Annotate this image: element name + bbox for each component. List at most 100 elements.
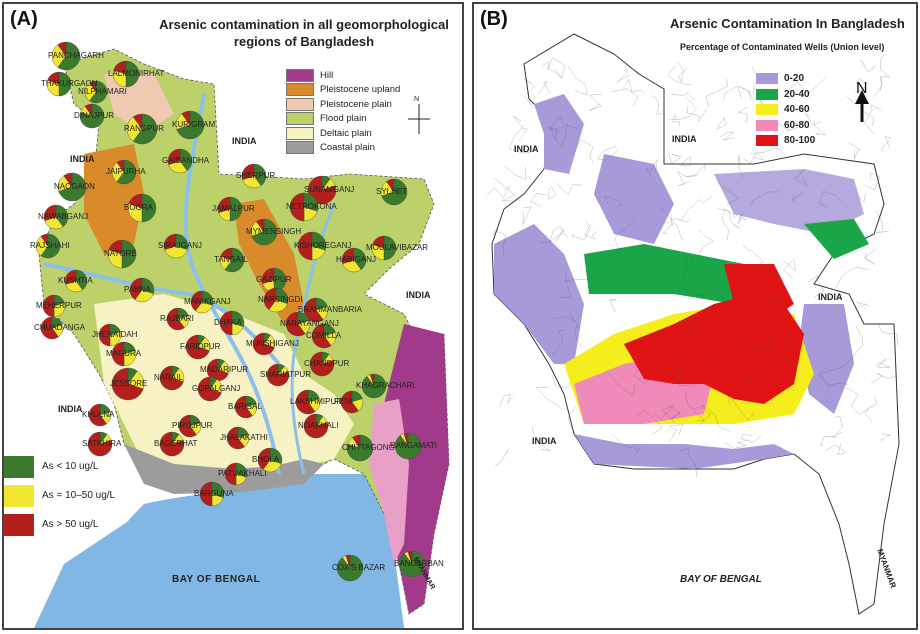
union-boundary-line <box>522 206 532 225</box>
pie-slice <box>383 235 397 261</box>
district-pie <box>252 332 276 356</box>
district-label: BRAHMANBARIA <box>298 305 363 314</box>
pie-slice <box>42 294 55 318</box>
district-pie <box>361 373 387 399</box>
district-label: KURIGRAM <box>172 120 216 129</box>
district-label: JAMALPUR <box>212 204 255 213</box>
district-pie <box>129 277 155 303</box>
pie-slice <box>128 193 143 209</box>
district-pie <box>371 235 397 261</box>
legend-item: Pleistocene plain <box>286 97 400 112</box>
union-boundary-line <box>686 105 707 122</box>
district-label: KHAGRACHARI <box>356 381 415 390</box>
district-label: LAKSHMIPUR <box>290 397 343 406</box>
district-pie <box>311 323 337 349</box>
map-b-canvas <box>486 33 900 615</box>
union-boundary-line <box>611 88 639 106</box>
district-label: CHUADANGA <box>34 323 86 332</box>
district-label: NARSINGDI <box>258 295 303 304</box>
union-boundary-line <box>606 370 636 397</box>
pie-slice <box>107 249 123 269</box>
union-boundary-line <box>538 81 552 94</box>
union-boundary-line <box>539 226 568 243</box>
district-pie <box>112 60 140 88</box>
pie-slice <box>224 462 237 486</box>
pie-slice <box>126 116 143 142</box>
coastal-sea-strip <box>64 474 404 628</box>
union-boundary-line <box>567 406 576 434</box>
legend-swatch <box>286 141 314 155</box>
district-label: SUNAMGANJ <box>304 185 355 194</box>
panel-b-label: (B) <box>480 8 508 30</box>
union-boundary-line <box>616 65 630 83</box>
district-pie <box>57 172 87 202</box>
district-label: PANCHAGARH <box>48 51 104 60</box>
pie-slice <box>111 341 125 367</box>
legend-item: 20-40 <box>756 87 815 103</box>
legend-swatch <box>756 104 778 116</box>
legend-label: Pleistocene upland <box>320 84 401 96</box>
pie-slice <box>47 71 60 85</box>
pie-slice <box>407 550 413 565</box>
district-label: THAKURGAON <box>41 79 98 88</box>
district-pie <box>336 554 364 582</box>
district-pie <box>346 434 374 462</box>
union-boundary-line <box>563 279 594 291</box>
district-pie <box>224 462 248 486</box>
union-boundary-line <box>677 171 690 186</box>
union-boundary-line <box>737 106 748 123</box>
district-label: TANGAIL <box>214 255 248 264</box>
pie-slice <box>226 426 245 450</box>
panel-b-title: Arsenic Contamination In Bangladesh <box>670 16 905 31</box>
district-label: PABNA <box>124 285 151 294</box>
union-boundary-line <box>623 78 645 94</box>
union-boundary-line <box>597 146 618 161</box>
pie-slice <box>40 233 49 247</box>
pie-slice <box>256 218 265 233</box>
legend-label: As < 10 ug/L <box>42 461 99 472</box>
pie-slice <box>252 332 275 356</box>
district-pie <box>159 431 185 457</box>
district-label: GAIBANDHA <box>162 156 210 165</box>
district-label: NARAYANGANJ <box>280 319 339 328</box>
district-label: JESSORE <box>110 379 148 388</box>
district-label: RAJSHAHI <box>30 241 70 250</box>
union-boundary-line <box>856 302 870 309</box>
union-boundary-line <box>486 186 511 199</box>
district-pie <box>40 316 64 340</box>
union-boundary-line <box>873 75 883 98</box>
union-boundary-line <box>681 196 713 221</box>
legend-swatch <box>286 126 314 140</box>
band-80-100-east <box>724 264 794 324</box>
neighbor-label: INDIA <box>818 292 843 302</box>
district-label: PATUAKHALI <box>218 469 267 478</box>
district-pie <box>107 239 137 269</box>
union-boundary-line <box>493 230 507 259</box>
union-boundary-line <box>685 164 706 178</box>
district-pie <box>303 297 329 323</box>
legend-label: Deltaic plain <box>320 127 372 139</box>
union-boundary-line <box>737 325 747 354</box>
district-pie <box>190 290 214 314</box>
district-label: MOULAVIBAZAR <box>366 243 429 252</box>
district-pie <box>43 204 69 230</box>
band-0-20-west <box>494 224 584 364</box>
district-label: FENI <box>334 397 353 406</box>
pie-slice <box>164 245 188 259</box>
union-boundary-line <box>504 165 527 180</box>
union-boundary-line <box>672 114 680 127</box>
neighbor-label: INDIA <box>406 290 431 300</box>
panel-b-contamination-map: (B) Arsenic Contamination In Bangladesh … <box>472 2 918 630</box>
band-20-40-central <box>584 244 774 304</box>
district-pie <box>295 389 321 415</box>
legend-swatch <box>4 513 34 536</box>
union-boundary-line <box>646 159 658 179</box>
pie-slice <box>224 247 245 273</box>
district-label: BAGERHAT <box>154 439 198 448</box>
hill-tracts-region <box>374 324 449 614</box>
pie-slice <box>89 80 108 104</box>
district-pie <box>219 247 245 273</box>
district-pie <box>241 163 267 189</box>
pie-slice <box>345 554 351 569</box>
north-arrow-head-b <box>855 90 869 104</box>
